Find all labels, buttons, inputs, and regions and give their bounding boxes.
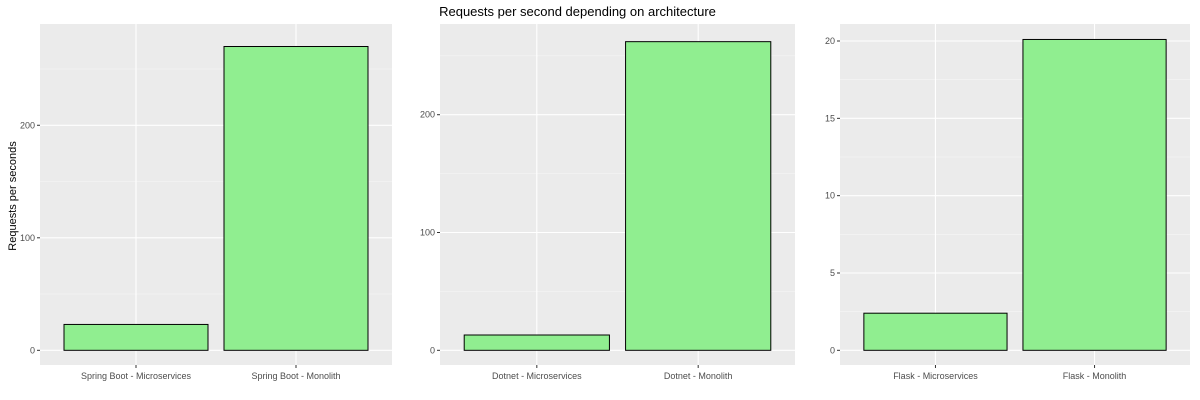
bar-monolith: [625, 41, 772, 351]
y-tick-label: 200: [420, 110, 435, 120]
x-tick-label: Flask - Microservices: [893, 371, 978, 381]
y-tick-label: 200: [20, 120, 35, 130]
y-tick-label: 15: [825, 113, 835, 123]
bar-monolith: [1022, 38, 1167, 351]
bar-microservices: [863, 312, 1008, 351]
panel-flask: 0 5 10 15 20 Flask - Microservices Flask - Mon…: [825, 24, 1190, 381]
x-tick-label: Spring Boot - Monolith: [251, 371, 340, 381]
y-tick-label: 0: [430, 345, 435, 355]
y-tick-label: 0: [830, 345, 835, 355]
panel-spring-boot: 0 100 200 Spring Boot - Microservices Spring…: [20, 24, 392, 381]
y-tick-label: 0: [30, 345, 35, 355]
figure-title: Requests per second depending on archite…: [439, 4, 716, 19]
x-tick-label: Flask - Monolith: [1063, 371, 1127, 381]
y-tick-label: 100: [20, 233, 35, 243]
x-tick-label: Dotnet - Microservices: [492, 371, 582, 381]
y-tick-label: 5: [830, 268, 835, 278]
y-tick-label: 20: [825, 36, 835, 46]
bar-monolith: [223, 46, 369, 351]
x-tick-label: Dotnet - Monolith: [664, 371, 733, 381]
y-tick-label: 10: [825, 191, 835, 201]
panel-dotnet: 0 100 200 Dotnet - Microservices Dotnet - Mo…: [420, 24, 795, 381]
bar-microservices: [463, 334, 610, 351]
bar-microservices: [63, 323, 209, 351]
x-tick-label: Spring Boot - Microservices: [81, 371, 192, 381]
y-tick-label: 100: [420, 228, 435, 238]
